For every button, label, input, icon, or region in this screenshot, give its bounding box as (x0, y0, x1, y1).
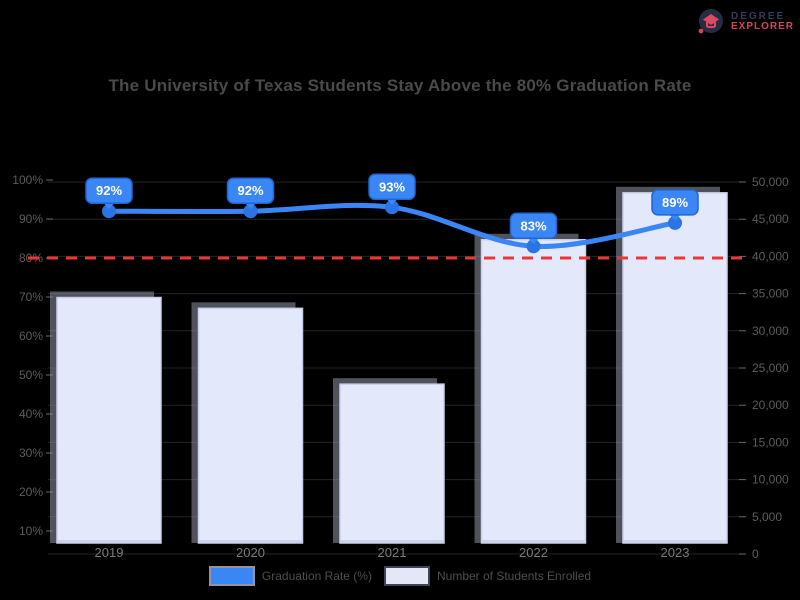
bar-base-edge (57, 540, 161, 543)
right-axis-label: 35,000 (752, 287, 789, 301)
legend-swatch-line-series[interactable] (208, 566, 255, 586)
value-pill-2022[interactable] (509, 212, 558, 240)
pill-pointer (386, 198, 398, 206)
line-point-2021[interactable] (385, 200, 399, 215)
legend-item-line-series[interactable]: Graduation Rate (%) (208, 566, 372, 586)
left-axis-label: 10% (19, 524, 43, 538)
x-axis-label-2020: 2020 (236, 545, 265, 560)
left-axis-label: 100% (12, 173, 43, 187)
logo-text-bottom: EXPLORER (730, 21, 794, 32)
combo-chart-plot: 50,000 45,000 40,000 35,000 30,000 25,000 20,0… (12, 173, 789, 561)
value-pill-2019[interactable] (85, 177, 133, 204)
bar-base-edge (623, 540, 727, 543)
x-axis-label-2023: 2023 (661, 545, 690, 560)
right-axis-label: 40,000 (752, 249, 789, 263)
chart-title: The University of Texas Students Stay Ab… (108, 76, 692, 95)
bar-base-edge (340, 540, 444, 543)
left-axis-label: 60% (19, 329, 43, 343)
bar-2019[interactable] (56, 296, 162, 544)
left-axis-label: 50% (19, 368, 43, 382)
bar-base-edge (481, 540, 586, 543)
legend-swatch-bar-series[interactable] (383, 566, 430, 586)
line-point-2022[interactable] (526, 239, 541, 254)
value-pill-label: 92% (237, 183, 263, 198)
value-pill-label: 93% (379, 179, 405, 194)
x-axis-label-2021: 2021 (378, 545, 407, 560)
value-pill-label: 92% (96, 183, 122, 198)
right-axis-label: 45,000 (752, 212, 789, 226)
left-axis-label: 20% (19, 485, 43, 499)
bar-2022[interactable] (480, 239, 587, 544)
right-axis-label: 0 (752, 547, 759, 561)
left-axis-label: 70% (19, 290, 43, 304)
logo-text-top: DEGREE (730, 10, 786, 22)
value-pill-2021[interactable] (368, 173, 416, 201)
right-axis-label: 30,000 (752, 324, 789, 338)
right-axis-label: 20,000 (752, 398, 789, 412)
bar-2021[interactable] (339, 383, 445, 544)
logo: DEGREE EXPLORER (696, 7, 794, 37)
right-axis-label: 5,000 (752, 510, 782, 524)
left-axis-label: 30% (19, 446, 43, 460)
left-axis-label: 40% (19, 407, 43, 421)
line-point-2019[interactable] (102, 204, 116, 219)
x-axis-label-2022: 2022 (519, 545, 548, 560)
legend-item-bar-series[interactable]: Number of Students Enrolled (383, 566, 592, 586)
value-pill-label: 89% (662, 195, 688, 210)
bar-base-edge (198, 540, 303, 543)
x-axis-label-2019: 2019 (95, 545, 124, 560)
bar-2020[interactable] (197, 307, 304, 544)
value-pill-2023[interactable] (651, 189, 699, 216)
right-axis-label: 10,000 (752, 473, 789, 487)
value-pill-2020[interactable] (226, 177, 275, 204)
legend-label-bar-series: Number of Students Enrolled (436, 569, 592, 583)
right-axis-label: 15,000 (752, 435, 789, 449)
left-axis-label: 90% (19, 212, 43, 226)
legend-label-line-series: Graduation Rate (%) (261, 569, 372, 583)
value-pill-label: 83% (520, 218, 546, 233)
line-point-2020[interactable] (243, 204, 258, 219)
graduation-circle-icon (698, 9, 723, 34)
chart-legend: Graduation Rate (%) Number of Students E… (0, 566, 800, 586)
right-axis-label: 25,000 (752, 361, 789, 375)
line-point-2023[interactable] (668, 215, 682, 230)
right-axis-label: 50,000 (752, 175, 789, 189)
bar-2023[interactable] (622, 192, 728, 544)
